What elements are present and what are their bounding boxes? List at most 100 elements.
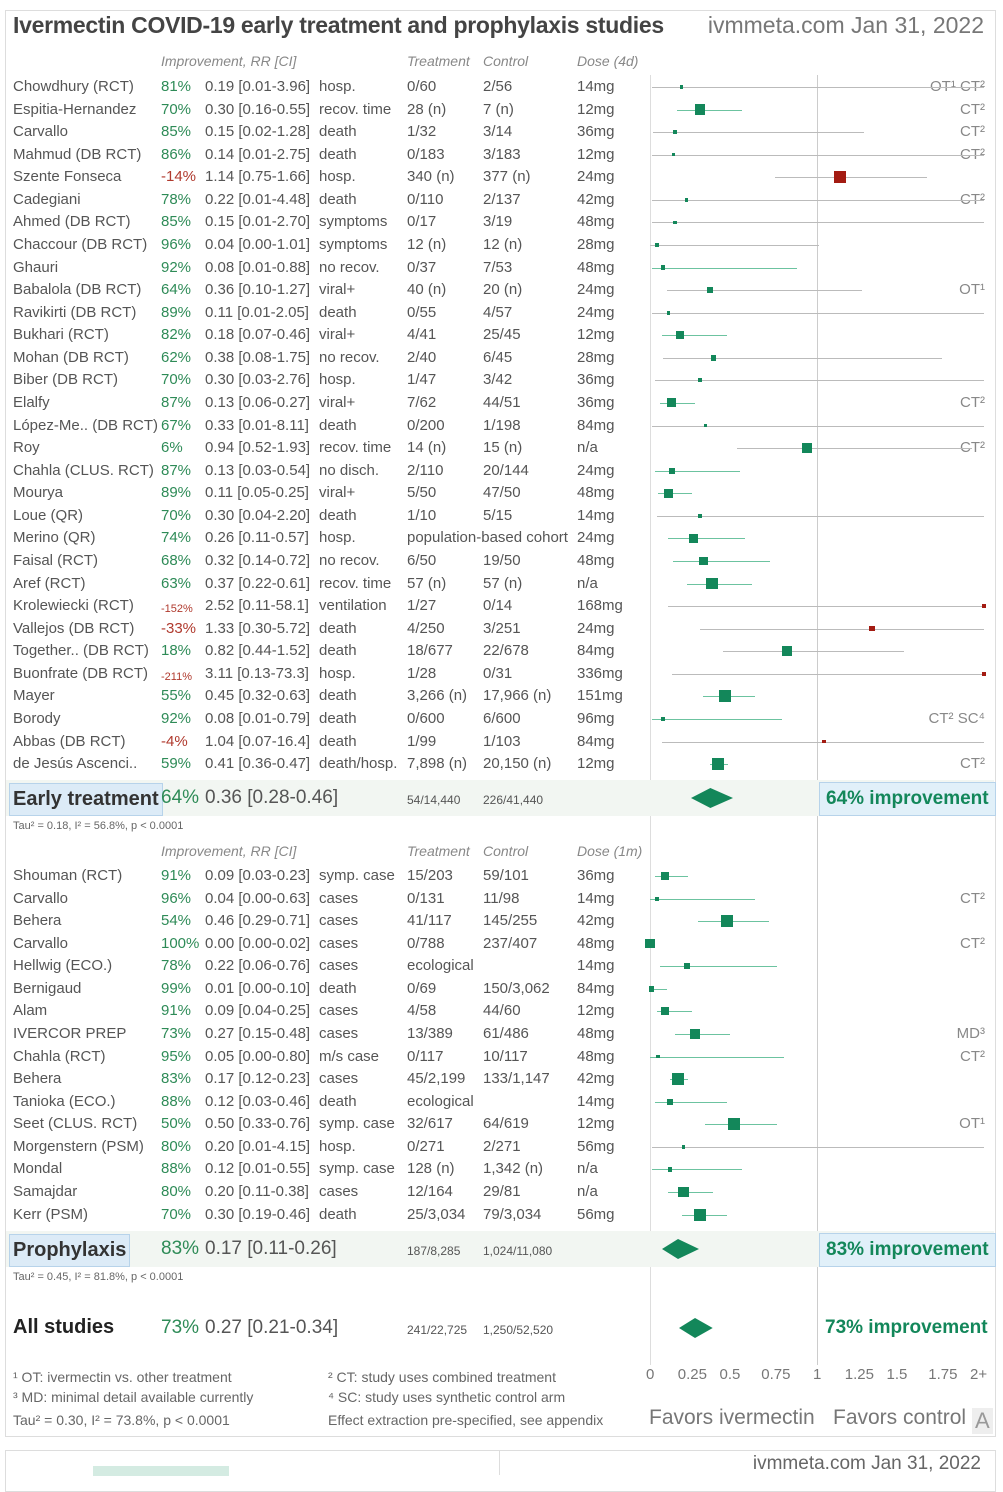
study-name[interactable]: López-Me.. (DB RCT) (13, 416, 159, 434)
study-name[interactable]: Hellwig (ECO.) (13, 957, 113, 975)
control-count: 150/3,062 (483, 979, 550, 997)
control-count: 20,150 (n) (483, 755, 552, 773)
study-name[interactable]: Faisal (RCT) (13, 551, 98, 569)
control-count: 17,966 (n) (483, 687, 552, 705)
control-count: 79/3,034 (483, 1205, 542, 1223)
study-name[interactable]: Biber (DB RCT) (13, 371, 119, 389)
ci-line (668, 538, 746, 539)
outcome: m/s case (319, 1047, 380, 1065)
improvement-percent: 68% (161, 551, 192, 569)
study-name[interactable]: Vallejos (DB RCT) (13, 619, 135, 637)
study-name[interactable]: Morgenstern (PSM) (13, 1137, 144, 1155)
summary-control: 1,024/11,080 (483, 1244, 553, 1258)
study-name[interactable]: Behera (13, 912, 62, 930)
study-name[interactable]: Ghauri (13, 258, 59, 276)
study-name[interactable]: Chahla (RCT) (13, 1047, 106, 1065)
outcome: no recov. (319, 348, 380, 366)
treatment-count: 40 (n) (407, 281, 447, 299)
dose: 48mg (577, 213, 615, 231)
study-name[interactable]: Merino (QR) (13, 529, 96, 547)
study-name[interactable]: de Jesús Ascenci.. (13, 755, 138, 773)
control-count: 59/101 (483, 867, 529, 884)
study-name[interactable]: Bukhari (RCT) (13, 326, 109, 344)
study-name[interactable]: Chowdhury (RCT) (13, 78, 134, 95)
ci-line (671, 674, 984, 675)
improvement-box: 83% improvement (819, 1233, 996, 1267)
study-name[interactable]: Tanioka (ECO.) (13, 1092, 116, 1110)
corner-letter: A (972, 1408, 993, 1434)
treatment-count: 1/28 (407, 664, 437, 682)
study-name[interactable]: Roy (13, 439, 40, 457)
study-name[interactable]: Elalfy (13, 393, 50, 411)
point-estimate-marker (719, 690, 732, 703)
study-name[interactable]: Ravikirti (DB RCT) (13, 303, 137, 321)
study-name[interactable]: Mayer (13, 687, 55, 705)
dose: 48mg (577, 258, 615, 276)
study-name[interactable]: Borody (13, 709, 61, 727)
treatment-count: population-based cohort (407, 529, 568, 547)
study-name[interactable]: Ahmed (DB RCT) (13, 213, 131, 231)
dose: 151mg (577, 687, 623, 705)
favors-control-label: Favors control (833, 1406, 967, 1429)
study-name[interactable]: Aref (RCT) (13, 574, 86, 592)
study-name[interactable]: Mohan (DB RCT) (13, 348, 129, 366)
study-name[interactable]: Together.. (DB RCT) (13, 642, 149, 660)
control-count: 6/45 (483, 348, 513, 366)
outcome: cases (319, 1070, 359, 1088)
study-name[interactable]: Carvallo (13, 123, 69, 141)
axis-tick-label: 2+ (970, 1366, 988, 1383)
improvement-percent: -152% (161, 603, 193, 616)
point-estimate-marker (681, 1145, 686, 1149)
study-note: CT² (960, 934, 985, 952)
control-count: 10/117 (483, 1047, 528, 1065)
study-name[interactable]: Seet (CLUS. RCT) (13, 1115, 138, 1133)
control-count: 3/14 (483, 123, 513, 141)
risk-ratio-ci: 3.11 [0.13-73.3] (205, 664, 309, 682)
study-name[interactable]: Szente Fonseca (13, 168, 122, 186)
point-estimate-marker (648, 986, 655, 992)
improvement-percent: 62% (161, 348, 192, 366)
dose: 14mg (577, 957, 615, 975)
study-name[interactable]: Alam (13, 1002, 48, 1020)
study-name[interactable]: Krolewiecki (RCT) (13, 597, 134, 615)
study-name[interactable]: Shouman (RCT) (13, 867, 123, 884)
study-name[interactable]: IVERCOR PREP (13, 1024, 127, 1042)
study-name[interactable]: Chahla (CLUS. RCT) (13, 461, 154, 479)
study-name[interactable]: Espitia-Hernandez (13, 100, 137, 118)
study-name[interactable]: Behera (13, 1070, 62, 1088)
point-estimate-marker (689, 1028, 701, 1040)
dose: 24mg (577, 168, 615, 186)
control-header: Control (483, 53, 529, 69)
study-name[interactable]: Chaccour (DB RCT) (13, 235, 148, 253)
dose: 84mg (577, 732, 615, 750)
study-name[interactable]: Babalola (DB RCT) (13, 281, 142, 299)
treatment-count: 28 (n) (407, 100, 447, 118)
study-name[interactable]: Mondal (13, 1160, 63, 1178)
dose: n/a (577, 1160, 598, 1178)
study-name[interactable]: Mahmud (DB RCT) (13, 145, 142, 163)
study-name[interactable]: Kerr (PSM) (13, 1205, 88, 1223)
improvement-percent: -14% (161, 168, 197, 186)
study-name[interactable]: Abbas (DB RCT) (13, 732, 126, 750)
improvement-box: 73% improvement (825, 1317, 988, 1338)
study-name[interactable]: Loue (QR) (13, 506, 84, 524)
study-name[interactable]: Bernigaud (13, 979, 82, 997)
ci-line (686, 584, 752, 585)
study-name[interactable]: Buonfrate (DB RCT) (13, 664, 149, 682)
point-estimate-marker (676, 331, 684, 340)
outcome: death (319, 732, 357, 750)
risk-ratio-ci: 0.05 [0.00-0.80] (205, 1047, 311, 1065)
improvement-percent: 70% (161, 100, 192, 118)
summary-risk-ratio: 0.27 [0.21-0.34] (205, 1317, 339, 1338)
study-name[interactable]: Cadegiani (13, 190, 81, 208)
treatment-count: 1/99 (407, 732, 437, 750)
study-name[interactable]: Carvallo (13, 934, 69, 952)
outcome: hosp. (319, 1137, 356, 1155)
panel-divider (499, 1450, 500, 1475)
study-name[interactable]: Samajdar (13, 1182, 78, 1200)
study-name[interactable]: Carvallo (13, 889, 69, 907)
dose: 48mg (577, 1024, 615, 1042)
study-name[interactable]: Mourya (13, 484, 64, 502)
treatment-count: 2/40 (407, 348, 437, 366)
summary-diamond (690, 788, 733, 808)
